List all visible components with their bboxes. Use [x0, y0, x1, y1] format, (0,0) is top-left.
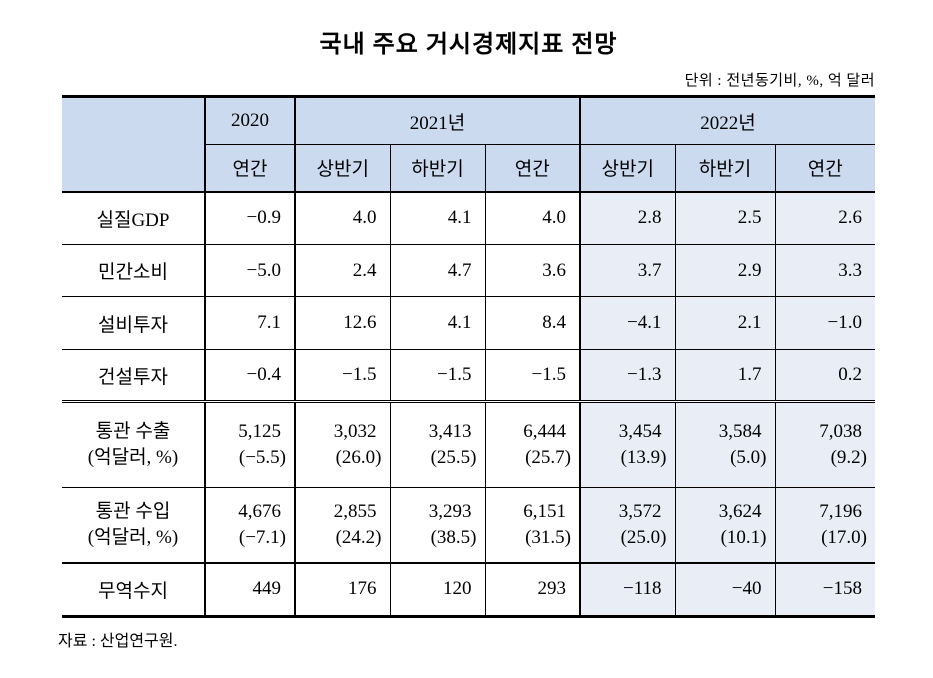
value-cell: 7,196 (17.0)	[774, 487, 876, 563]
col-header-2021-annual: 연간	[484, 144, 581, 192]
unit-note: 단위 : 전년동기비, %, 억 달러	[684, 73, 875, 89]
value-cell: 120	[389, 561, 485, 617]
indicator-label: 통관 수입 (억달러, %)	[62, 487, 205, 563]
col-header-2022-h1: 상반기	[579, 144, 676, 192]
value-cell: 2.5	[674, 190, 776, 245]
value-cell: −118	[579, 561, 676, 617]
value-cell: 3,293 (38.5)	[389, 487, 485, 563]
value-cell: 8.4	[484, 296, 581, 350]
value-cell: 12.6	[294, 296, 390, 350]
col-header-2021-h1: 상반기	[294, 144, 390, 192]
col-header-2022-annual: 연간	[774, 144, 876, 192]
value-cell: 3,413 (25.5)	[389, 400, 485, 488]
value-cell: −158	[774, 561, 876, 617]
corner-cell	[62, 96, 205, 192]
value-cell: −5.0	[204, 244, 295, 297]
value-cell: −1.3	[579, 349, 676, 402]
value-cell: 4.1	[389, 190, 485, 245]
indicator-label: 실질GDP	[62, 190, 205, 245]
col-group-2022: 2022년	[579, 96, 876, 145]
col-group-2020: 2020	[204, 96, 295, 145]
indicator-label: 민간소비	[62, 244, 205, 297]
page-title: 국내 주요 거시경제지표 전망	[319, 32, 618, 58]
value-cell: 2.6	[774, 190, 876, 245]
table-row-customs-exports: 통관 수출 (억달러, %) 5,125 (−5.5) 3,032 (26.0) 3…	[62, 400, 876, 488]
indicator-label: 설비투자	[62, 296, 205, 350]
value-cell: 4,676 (−7.1)	[204, 487, 295, 563]
value-cell: 6,151 (31.5)	[484, 487, 581, 563]
value-cell: 3.6	[484, 244, 581, 297]
table-row-construction-investment: 건설투자 −0.4 −1.5 −1.5 −1.5 −1.3 1.7 0.2	[62, 349, 876, 402]
value-cell: 2.9	[674, 244, 776, 297]
value-cell: 6,444 (25.7)	[484, 400, 581, 488]
value-cell: 2.1	[674, 296, 776, 350]
value-cell: 4.7	[389, 244, 485, 297]
document-page: 국내 주요 거시경제지표 전망 단위 : 전년동기비, %, 억 달러 2020…	[58, 24, 876, 651]
source-note: 자료 : 산업연구원.	[58, 633, 178, 650]
table-row-facility-investment: 설비투자 7.1 12.6 4.1 8.4 −4.1 2.1 −1.0	[62, 296, 876, 350]
table-row-trade-balance: 무역수지 449 176 120 293 −118 −40 −158	[62, 561, 876, 617]
value-cell: 449	[204, 561, 295, 617]
value-cell: −1.0	[774, 296, 876, 350]
value-cell: 3.7	[579, 244, 676, 297]
value-cell: 176	[294, 561, 390, 617]
value-cell: 4.0	[294, 190, 390, 245]
value-cell: −0.4	[204, 349, 295, 402]
value-cell: −1.5	[484, 349, 581, 402]
col-header-2020-annual: 연간	[204, 144, 295, 192]
value-cell: 4.0	[484, 190, 581, 245]
value-cell: 3,454 (13.9)	[579, 400, 676, 488]
indicator-label: 건설투자	[62, 349, 205, 402]
value-cell: −1.5	[389, 349, 485, 402]
value-cell: 3,572 (25.0)	[579, 487, 676, 563]
value-cell: −4.1	[579, 296, 676, 350]
value-cell: 5,125 (−5.5)	[204, 400, 295, 488]
table-row-real-gdp: 실질GDP −0.9 4.0 4.1 4.0 2.8 2.5 2.6	[62, 190, 876, 245]
value-cell: −40	[674, 561, 776, 617]
value-cell: −1.5	[294, 349, 390, 402]
value-cell: 3.3	[774, 244, 876, 297]
indicator-label: 무역수지	[62, 561, 205, 617]
value-cell: 3,624 (10.1)	[674, 487, 776, 563]
table-row-customs-imports: 통관 수입 (억달러, %) 4,676 (−7.1) 2,855 (24.2) 3…	[62, 487, 876, 563]
value-cell: 3,032 (26.0)	[294, 400, 390, 488]
value-cell: 7.1	[204, 296, 295, 350]
value-cell: 3,584 (5.0)	[674, 400, 776, 488]
col-header-2021-h2: 하반기	[389, 144, 485, 192]
value-cell: 4.1	[389, 296, 485, 350]
indicator-label: 통관 수출 (억달러, %)	[62, 400, 205, 488]
value-cell: 2.4	[294, 244, 390, 297]
value-cell: 1.7	[674, 349, 776, 402]
col-header-2022-h2: 하반기	[674, 144, 776, 192]
value-cell: 7,038 (9.2)	[774, 400, 876, 488]
table-row-private-consumption: 민간소비 −5.0 2.4 4.7 3.6 3.7 2.9 3.3	[62, 244, 876, 297]
value-cell: 0.2	[774, 349, 876, 402]
header-row-periods: 연간 상반기 하반기 연간 상반기 하반기 연간	[62, 144, 876, 192]
value-cell: 2.8	[579, 190, 676, 245]
col-group-2021: 2021년	[293, 96, 581, 145]
header-row-years: 2020 2021년 2022년	[62, 96, 876, 192]
macro-indicator-table: 2020 2021년 2022년 연간 상반기 하반기 연간 상반기 하반기 연…	[62, 95, 876, 618]
value-cell: −0.9	[204, 190, 295, 245]
value-cell: 293	[484, 561, 581, 617]
value-cell: 2,855 (24.2)	[294, 487, 390, 563]
